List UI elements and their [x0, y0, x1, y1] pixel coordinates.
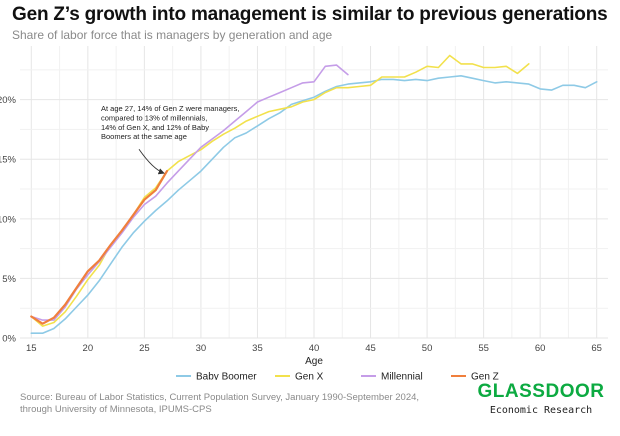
y-tick-label: 15%	[0, 155, 17, 166]
legend-label: Baby Boomer	[196, 372, 257, 381]
x-tick-label: 40	[309, 343, 320, 354]
annotation: At age 27, 14% of Gen Z were managers,co…	[101, 104, 239, 175]
series-line-gen-z	[30, 170, 169, 325]
annotation-text-line: compared to 13% of millennials,	[101, 113, 207, 122]
y-tick-label: 5%	[2, 274, 16, 285]
axes: 0% 5% 10% 15% 20% 15 20 25 30 35 40 45 50 55 60 65 Age	[0, 95, 602, 367]
series-line-gen-x	[30, 54, 530, 327]
series-line-millennial	[30, 64, 349, 321]
chart-title: Gen Z’s growth into management is simila…	[12, 4, 608, 25]
annotation-text-line: At age 27, 14% of Gen Z were managers,	[101, 104, 239, 113]
logo-wordmark: GLASSDOOR	[477, 381, 605, 402]
x-tick-label: 20	[83, 343, 94, 354]
x-tick-label: 30	[196, 343, 207, 354]
legend-label: Gen Z	[471, 372, 499, 381]
x-axis-title: Age	[305, 356, 323, 367]
x-tick-label: 15	[26, 343, 37, 354]
y-tick-label: 0%	[2, 334, 16, 345]
annotation-arrow	[138, 148, 165, 175]
chart-subtitle: Share of labor force that is managers by…	[12, 28, 333, 42]
y-tick-label: 10%	[0, 214, 17, 225]
y-tick-label: 20%	[0, 95, 17, 106]
x-tick-label: 45	[365, 343, 376, 354]
source-note: Source: Bureau of Labor Statistics, Curr…	[20, 392, 420, 415]
legend-label: Gen X	[295, 372, 324, 381]
gridlines	[20, 46, 608, 339]
x-tick-label: 50	[422, 343, 433, 354]
annotation-text-line: 14% of Gen X, and 12% of Baby	[101, 123, 209, 132]
glassdoor-logo: GLASSDOOR Economic Research	[476, 381, 606, 416]
line-chart: 0% 5% 10% 15% 20% 15 20 25 30 35 40 45 50 55 60 65 Age A…	[0, 46, 608, 381]
x-tick-label: 25	[139, 343, 150, 354]
legend-label: Millennial	[381, 372, 423, 381]
series-lines	[30, 54, 598, 335]
x-tick-label: 55	[478, 343, 489, 354]
x-tick-label: 65	[591, 343, 602, 354]
x-tick-label: 60	[535, 343, 546, 354]
logo-subtitle: Economic Research	[489, 405, 593, 416]
series-line-baby-boomer	[30, 75, 598, 335]
annotation-text-line: Boomers at the same age	[101, 132, 187, 141]
legend: Baby Boomer Gen X Millennial Gen Z	[176, 372, 499, 381]
x-tick-label: 35	[252, 343, 263, 354]
